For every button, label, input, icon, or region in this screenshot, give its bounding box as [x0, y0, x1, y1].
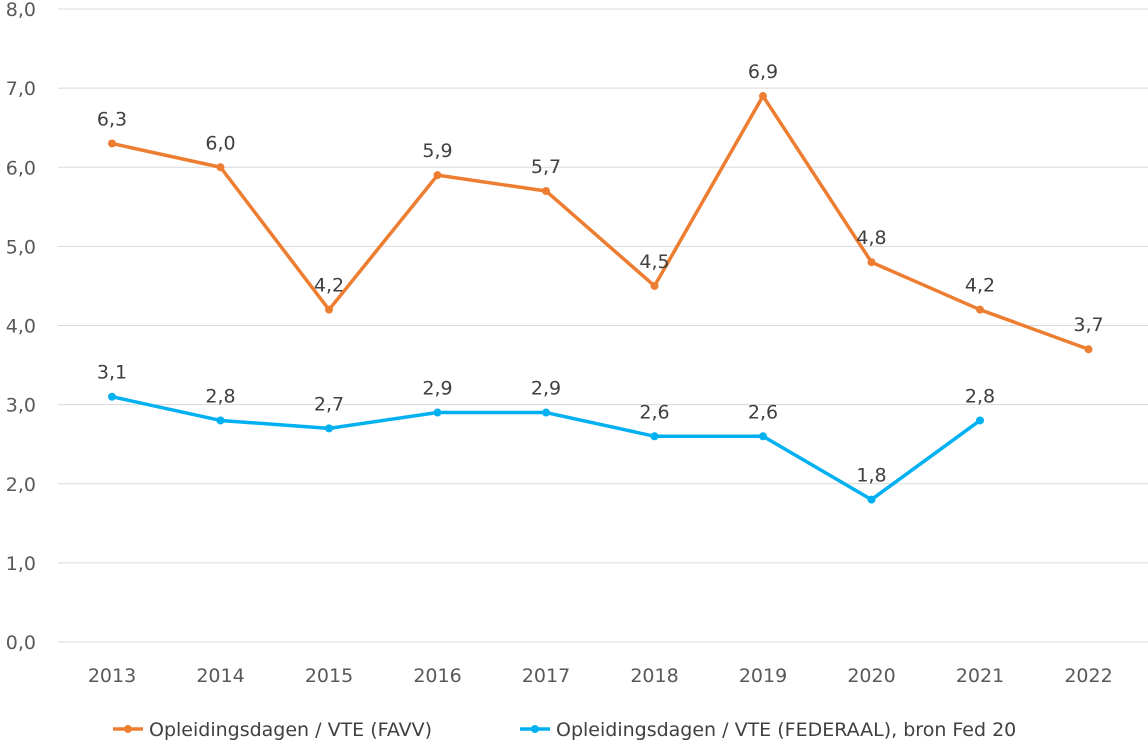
y-axis-ticks: 0,0 1,0 2,0 3,0 4,0 5,0 6,0 7,0 8,0	[6, 0, 36, 654]
data-label: 2,6	[748, 401, 778, 423]
x-tick-label: 2013	[88, 665, 136, 687]
data-point	[108, 139, 116, 148]
y-tick-label: 0,0	[6, 632, 36, 654]
x-tick-label: 2022	[1064, 665, 1112, 687]
data-label: 4,5	[639, 251, 669, 273]
data-point	[433, 408, 442, 417]
data-label: 6,9	[748, 61, 778, 83]
data-point	[433, 171, 442, 180]
data-labels: 6,3 6,0 4,2 5,9 5,7 4,5 6,9 4,8 4,2 3,7 3,1 2,8 2,7 2…	[97, 61, 1104, 487]
legend-label-2: Opleidingsdagen / VTE (FEDERAAL), bron F…	[556, 719, 1016, 741]
x-tick-label: 2017	[522, 665, 570, 687]
x-tick-label: 2016	[413, 665, 461, 687]
data-label: 4,2	[314, 275, 344, 297]
y-tick-label: 2,0	[6, 474, 36, 496]
data-point	[216, 163, 225, 172]
data-point	[650, 281, 659, 290]
series-line-1	[110, 94, 1091, 351]
gridlines	[58, 8, 1148, 643]
data-point	[542, 186, 550, 195]
data-label: 2,9	[422, 378, 452, 400]
data-label: 3,7	[1073, 314, 1103, 336]
data-label: 6,3	[97, 109, 127, 131]
data-label: 2,9	[531, 378, 561, 400]
x-axis-ticks: 2013 2014 2015 2016 2017 2018 2019 2020 2021 2022	[88, 665, 1113, 687]
data-point	[216, 416, 225, 425]
data-point	[867, 495, 876, 504]
x-tick-label: 2018	[630, 665, 678, 687]
data-label: 5,9	[422, 140, 452, 162]
data-label: 5,7	[531, 156, 561, 178]
data-point	[976, 416, 984, 425]
data-point	[867, 258, 876, 267]
y-tick-label: 1,0	[6, 553, 36, 575]
x-tick-label: 2021	[956, 665, 1004, 687]
data-label: 1,8	[856, 465, 886, 487]
data-label: 3,1	[97, 362, 127, 384]
y-tick-label: 7,0	[6, 78, 36, 100]
data-point	[108, 392, 116, 401]
y-tick-label: 8,0	[6, 0, 36, 21]
y-tick-label: 6,0	[6, 157, 36, 179]
y-tick-label: 4,0	[6, 316, 36, 338]
legend-marker-1	[124, 725, 132, 733]
data-point	[325, 424, 333, 433]
data-label: 2,8	[965, 385, 995, 407]
data-point	[976, 305, 984, 314]
data-point	[542, 408, 550, 417]
legend-label-1: Opleidingsdagen / VTE (FAVV)	[149, 719, 432, 741]
data-label: 4,2	[965, 275, 995, 297]
data-point	[650, 432, 659, 441]
series-lines	[108, 92, 1093, 504]
data-label: 4,8	[856, 227, 886, 249]
legend: Opleidingsdagen / VTE (FAVV) Opleidingsda…	[113, 719, 1016, 741]
x-tick-label: 2014	[196, 665, 244, 687]
legend-marker-2	[531, 725, 539, 733]
data-label: 6,0	[205, 132, 235, 154]
x-tick-label: 2020	[847, 665, 895, 687]
y-tick-label: 5,0	[6, 236, 36, 258]
data-label: 2,6	[639, 401, 669, 423]
y-tick-label: 3,0	[6, 395, 36, 417]
x-tick-label: 2019	[739, 665, 787, 687]
data-point	[759, 432, 767, 441]
data-label: 2,7	[314, 393, 344, 415]
data-point	[325, 305, 333, 314]
data-point	[759, 92, 767, 101]
data-point	[1084, 345, 1093, 354]
data-label: 2,8	[205, 385, 235, 407]
x-tick-label: 2015	[305, 665, 353, 687]
